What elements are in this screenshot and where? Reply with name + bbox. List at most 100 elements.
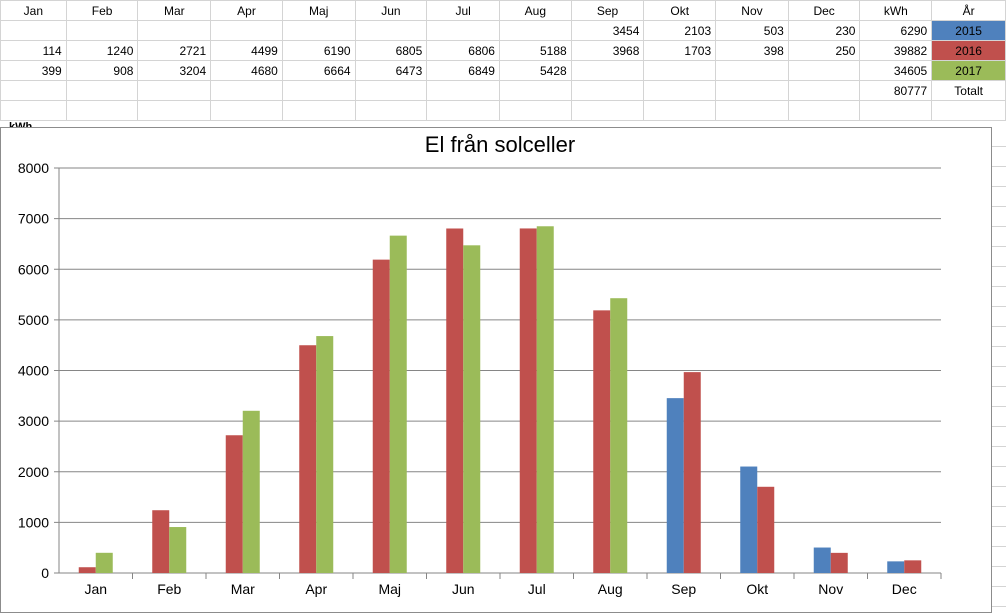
data-cell[interactable] (570, 100, 645, 121)
column-header[interactable]: Okt (643, 0, 717, 21)
data-cell[interactable]: 6473 (354, 60, 428, 81)
column-header[interactable]: Feb (65, 0, 139, 21)
data-cell[interactable] (570, 80, 645, 101)
data-cell[interactable] (643, 60, 717, 81)
data-cell[interactable]: 2721 (137, 40, 212, 61)
data-cell[interactable]: 6290 (859, 20, 933, 41)
data-cell[interactable] (65, 100, 139, 121)
data-cell[interactable] (787, 80, 861, 101)
data-cell[interactable]: 230 (787, 20, 861, 41)
year-cell[interactable]: 2015 (931, 20, 1006, 41)
data-cell[interactable] (354, 80, 428, 101)
year-cell[interactable] (931, 100, 1006, 121)
column-header[interactable]: Nov (715, 0, 789, 21)
data-cell[interactable] (498, 20, 572, 41)
bar-chart: El från solceller 0 1000 2000 3000 4000 5000 60… (18, 132, 942, 597)
data-cell[interactable] (354, 100, 428, 121)
data-cell[interactable] (210, 80, 283, 101)
bar-2017-mar (242, 410, 260, 573)
data-cell[interactable] (643, 80, 717, 101)
data-cell[interactable] (859, 100, 933, 121)
data-cell[interactable] (426, 20, 500, 41)
data-cell[interactable] (715, 60, 789, 81)
data-cell[interactable]: 3454 (570, 20, 645, 41)
data-cell[interactable] (787, 60, 861, 81)
x-tick-label: Nov (818, 581, 843, 597)
column-header[interactable]: Jan (0, 0, 67, 21)
column-header[interactable]: Dec (787, 0, 861, 21)
data-cell[interactable] (0, 80, 67, 101)
data-cell[interactable]: 2103 (643, 20, 717, 41)
year-cell[interactable]: 2016 (931, 40, 1006, 61)
data-cell[interactable]: 398 (715, 40, 789, 61)
data-cell[interactable]: 399 (0, 60, 67, 81)
data-cell[interactable]: 5428 (498, 60, 572, 81)
bar-2016-okt (757, 486, 775, 573)
data-cell[interactable]: 6849 (426, 60, 500, 81)
year-cell[interactable]: Totalt (931, 80, 1006, 101)
y-tick-label: 5000 (18, 312, 49, 328)
chart-area[interactable]: El från solceller 0 1000 2000 3000 4000 5000 60… (0, 127, 992, 613)
data-cell[interactable] (715, 100, 789, 121)
data-cell[interactable]: 34605 (859, 60, 933, 81)
data-cell[interactable] (65, 80, 139, 101)
bar-2016-dec (904, 560, 922, 573)
data-cell[interactable]: 114 (0, 40, 67, 61)
data-cell[interactable] (0, 100, 67, 121)
data-cell[interactable]: 908 (65, 60, 139, 81)
column-header[interactable]: Apr (210, 0, 283, 21)
data-cell[interactable] (715, 80, 789, 101)
data-cell[interactable]: 4499 (210, 40, 283, 61)
data-cell[interactable] (210, 20, 283, 41)
data-cell[interactable] (137, 80, 212, 101)
data-cell[interactable] (787, 100, 861, 121)
data-cell[interactable]: 4680 (210, 60, 283, 81)
year-cell[interactable]: 2017 (931, 60, 1006, 81)
column-header[interactable]: Sep (570, 0, 645, 21)
data-cell[interactable]: 250 (787, 40, 861, 61)
data-cell[interactable] (498, 80, 572, 101)
table-row: 3454 2103 503 230 6290 2015 (0, 20, 1006, 41)
bar-2017-jun (463, 245, 481, 573)
data-cell[interactable] (570, 60, 645, 81)
data-cell[interactable] (281, 80, 356, 101)
column-header[interactable]: År (931, 0, 1006, 21)
data-cell[interactable] (65, 20, 139, 41)
data-cell[interactable]: 80777 (859, 80, 933, 101)
data-cell[interactable] (137, 20, 212, 41)
data-cell[interactable] (137, 100, 212, 121)
data-cell[interactable]: 1703 (643, 40, 717, 61)
data-cell[interactable]: 6190 (281, 40, 356, 61)
data-cell[interactable]: 503 (715, 20, 789, 41)
data-cell[interactable] (210, 100, 283, 121)
header-row: Jan Feb Mar Apr Maj Jun Jul Aug Sep Okt Nov Dec kWh Å… (0, 0, 1006, 21)
data-cell[interactable]: 6664 (281, 60, 356, 81)
data-cell[interactable]: 1240 (65, 40, 139, 61)
column-header[interactable]: Jul (426, 0, 500, 21)
bar-2017-apr (316, 336, 334, 573)
y-tick-label: 6000 (18, 261, 49, 277)
x-tick-label: Sep (671, 581, 696, 597)
column-header[interactable]: Aug (498, 0, 572, 21)
column-header[interactable]: Jun (354, 0, 428, 21)
column-header[interactable]: Maj (281, 0, 356, 21)
data-cell[interactable] (426, 100, 500, 121)
data-cell[interactable]: 6806 (426, 40, 500, 61)
data-cell[interactable] (281, 20, 356, 41)
x-tick-label: Jan (84, 581, 107, 597)
data-cell[interactable]: 39882 (859, 40, 933, 61)
data-cell[interactable] (498, 100, 572, 121)
data-cell[interactable]: 6805 (354, 40, 428, 61)
bar-2016-apr (299, 345, 317, 573)
column-header[interactable]: Mar (137, 0, 212, 21)
data-cell[interactable] (643, 100, 717, 121)
data-cell[interactable] (281, 100, 356, 121)
column-header[interactable]: kWh (859, 0, 933, 21)
data-cell[interactable]: 5188 (498, 40, 572, 61)
data-cell[interactable] (354, 20, 428, 41)
data-cell[interactable]: 3968 (570, 40, 645, 61)
data-cell[interactable] (426, 80, 500, 101)
data-cell[interactable] (0, 20, 67, 41)
table-row: 114 1240 2721 4499 6190 6805 6806 5188 3968 1703 3… (0, 40, 1006, 61)
data-cell[interactable]: 3204 (137, 60, 212, 81)
